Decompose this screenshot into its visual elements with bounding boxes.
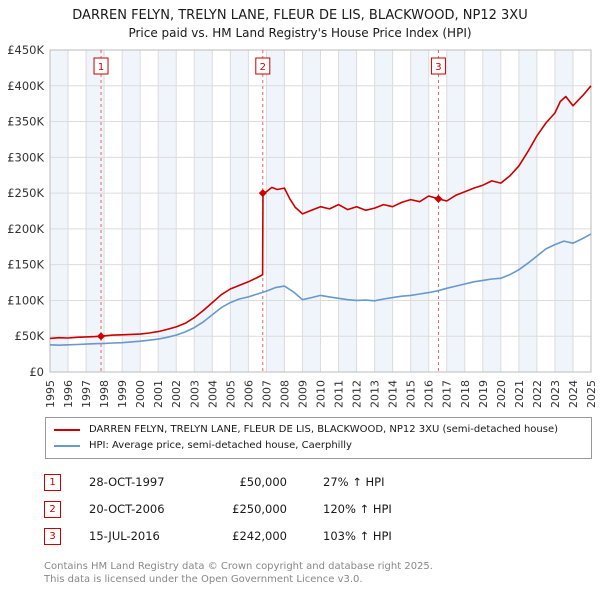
svg-text:£400K: £400K — [7, 79, 44, 93]
legend-item-property: DARREN FELYN, TRELYN LANE, FLEUR DE LIS,… — [54, 422, 583, 438]
legend-item-hpi: HPI: Average price, semi-detached house,… — [54, 438, 583, 454]
svg-text:£0: £0 — [29, 365, 44, 379]
svg-text:2025: 2025 — [585, 380, 598, 408]
svg-text:2012: 2012 — [351, 380, 364, 408]
footer-line-2: This data is licensed under the Open Gov… — [44, 573, 363, 585]
legend-line-property — [54, 428, 80, 431]
sale-number-badge: 2 — [44, 500, 61, 518]
svg-text:2000: 2000 — [134, 380, 147, 408]
svg-text:£250K: £250K — [7, 186, 44, 200]
sale-number-badge: 1 — [44, 473, 61, 491]
svg-text:1998: 1998 — [98, 380, 111, 408]
svg-text:2023: 2023 — [549, 380, 562, 408]
svg-text:2010: 2010 — [315, 380, 328, 408]
svg-text:2001: 2001 — [152, 380, 165, 408]
chart-legend: DARREN FELYN, TRELYN LANE, FLEUR DE LIS,… — [45, 416, 592, 459]
footer-line-1: Contains HM Land Registry data © Crown c… — [44, 560, 433, 572]
svg-text:2021: 2021 — [513, 380, 526, 408]
svg-text:£50K: £50K — [15, 329, 45, 343]
svg-text:2019: 2019 — [477, 380, 490, 408]
svg-text:1995: 1995 — [44, 380, 57, 408]
svg-text:£200K: £200K — [7, 222, 44, 236]
svg-text:2009: 2009 — [296, 380, 309, 408]
svg-text:£350K: £350K — [7, 115, 44, 129]
svg-text:2: 2 — [260, 62, 266, 73]
sale-date: 28-OCT-1997 — [89, 475, 165, 490]
svg-text:2014: 2014 — [387, 380, 400, 408]
svg-text:2008: 2008 — [278, 380, 291, 408]
page-subtitle: Price paid vs. HM Land Registry's House … — [128, 26, 472, 41]
license-footer: Contains HM Land Registry data © Crown c… — [44, 560, 600, 586]
svg-text:1997: 1997 — [80, 380, 93, 408]
sale-hpi-change: 120% ↑ HPI — [323, 502, 392, 517]
sale-number-badge: 3 — [44, 527, 61, 545]
chart-header: DARREN FELYN, TRELYN LANE, FLEUR DE LIS,… — [0, 0, 600, 42]
sales-table: 1 28-OCT-1997 £50,000 27% ↑ HPI 2 20-OCT… — [44, 469, 600, 550]
svg-text:2016: 2016 — [423, 380, 436, 408]
table-row: 2 20-OCT-2006 £250,000 120% ↑ HPI — [44, 496, 600, 523]
svg-text:2013: 2013 — [369, 380, 382, 408]
svg-text:2018: 2018 — [459, 380, 472, 408]
svg-text:£450K: £450K — [7, 43, 44, 57]
svg-text:2017: 2017 — [441, 380, 454, 408]
svg-text:2007: 2007 — [260, 380, 273, 408]
sale-price: £50,000 — [239, 475, 287, 490]
table-row: 3 15-JUL-2016 £242,000 103% ↑ HPI — [44, 523, 600, 550]
page-title: DARREN FELYN, TRELYN LANE, FLEUR DE LIS,… — [72, 8, 528, 23]
svg-text:1999: 1999 — [116, 380, 129, 408]
svg-text:£100K: £100K — [7, 293, 44, 307]
svg-text:2002: 2002 — [170, 380, 183, 408]
svg-text:£300K: £300K — [7, 150, 44, 164]
sale-hpi-change: 103% ↑ HPI — [323, 529, 392, 544]
svg-text:2006: 2006 — [242, 380, 255, 408]
sale-date: 15-JUL-2016 — [89, 529, 160, 544]
sale-price: £250,000 — [232, 502, 287, 517]
svg-text:2024: 2024 — [567, 380, 580, 408]
legend-label-hpi: HPI: Average price, semi-detached house,… — [89, 439, 352, 451]
svg-text:2015: 2015 — [405, 380, 418, 408]
svg-text:2004: 2004 — [206, 380, 219, 408]
price-history-chart: 1 2 3 £0 £50K £100K £150K £200K £250K £300K £350K £… — [7, 43, 598, 408]
legend-line-hpi — [54, 444, 80, 447]
svg-text:3: 3 — [435, 62, 441, 73]
svg-text:1996: 1996 — [62, 380, 75, 408]
svg-text:2022: 2022 — [531, 380, 544, 408]
sale-date: 20-OCT-2006 — [89, 502, 165, 517]
svg-text:2011: 2011 — [333, 380, 346, 408]
legend-label-property: DARREN FELYN, TRELYN LANE, FLEUR DE LIS,… — [89, 423, 559, 435]
table-row: 1 28-OCT-1997 £50,000 27% ↑ HPI — [44, 469, 600, 496]
svg-text:2020: 2020 — [495, 380, 508, 408]
sale-hpi-change: 27% ↑ HPI — [323, 475, 385, 490]
svg-text:2005: 2005 — [224, 380, 237, 408]
svg-text:1: 1 — [98, 62, 104, 73]
svg-text:£150K: £150K — [7, 258, 44, 272]
sale-price: £242,000 — [232, 529, 287, 544]
svg-text:2003: 2003 — [188, 380, 201, 408]
